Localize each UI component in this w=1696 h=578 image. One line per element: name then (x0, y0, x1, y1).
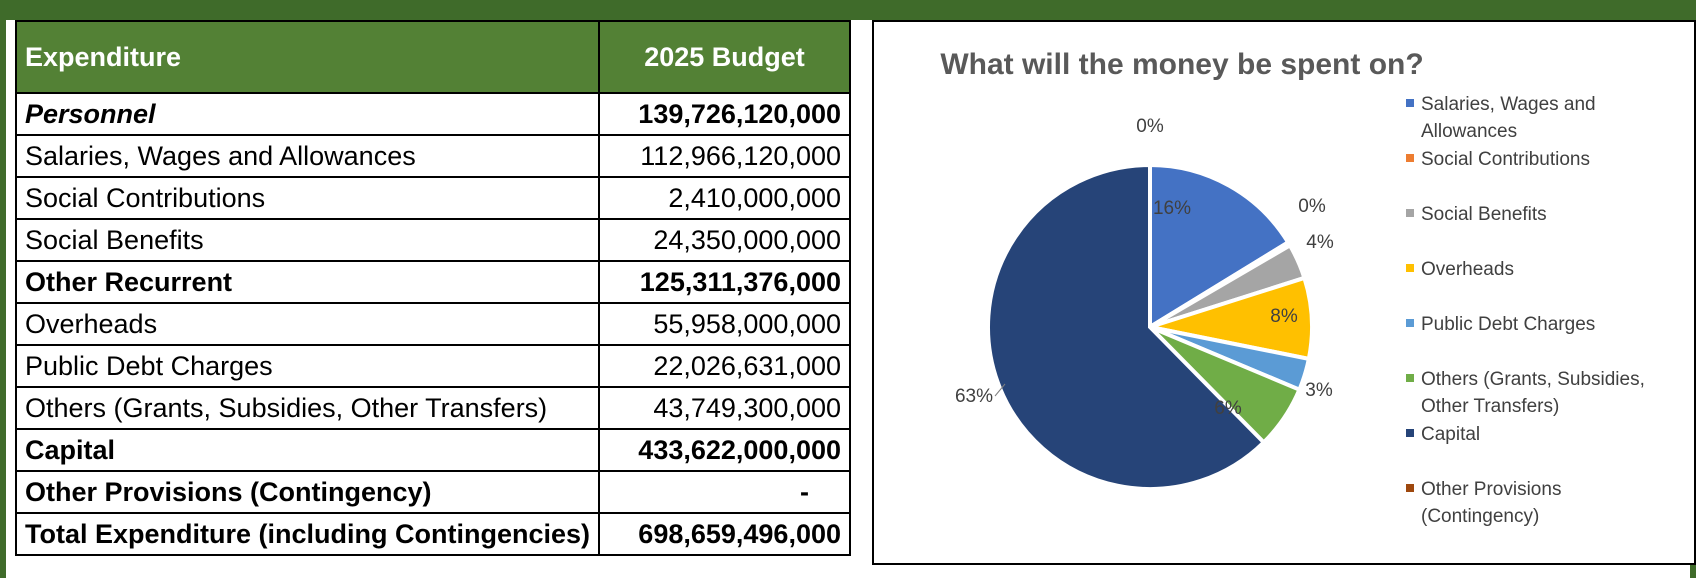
data-label: 8% (1270, 306, 1298, 327)
row-label: Capital (14, 428, 601, 472)
legend-label: Allowances (1421, 121, 1517, 142)
table-body: Personnel 139,726,120,000 Salaries, Wages … (14, 92, 851, 556)
data-label: 4% (1306, 232, 1334, 253)
pie-slice (986, 162, 1267, 491)
table-row: Social Benefits 24,350,000,000 (14, 218, 851, 262)
legend-swatch (1406, 429, 1414, 437)
header-expenditure: Expenditure (14, 20, 601, 94)
legend-label: Overheads (1421, 259, 1514, 280)
row-label: Others (Grants, Subsidies, Other Transfe… (14, 386, 601, 430)
row-label: Other Provisions (Contingency) (14, 470, 601, 514)
table-row: Other Recurrent 125,311,376,000 (14, 260, 851, 304)
data-label: 0% (1136, 116, 1164, 137)
chart-panel: What will the money be spent on? 16% 0% 4% 8… (872, 20, 1696, 565)
budget-table: Expenditure 2025 Budget Personnel 139,726… (14, 20, 851, 556)
legend-swatch (1406, 264, 1414, 272)
pie-slice (1148, 162, 1291, 331)
legend-label: Social Contributions (1421, 149, 1590, 170)
table-header-row: Expenditure 2025 Budget (14, 20, 851, 94)
data-label: 0% (1298, 196, 1326, 217)
table-row: Capital 433,622,000,000 (14, 428, 851, 472)
legend-swatch (1406, 374, 1414, 382)
row-amount: - (598, 470, 851, 514)
chart-title: What will the money be spent on? (940, 48, 1423, 81)
row-label: Social Contributions (14, 176, 601, 220)
table-row: Other Provisions (Contingency) - (14, 470, 851, 514)
table-row: Personnel 139,726,120,000 (14, 92, 851, 136)
row-amount: 24,350,000,000 (598, 218, 851, 262)
row-label: Public Debt Charges (14, 344, 601, 388)
table-row: Others (Grants, Subsidies, Other Transfe… (14, 386, 851, 430)
table-row: Public Debt Charges 22,026,631,000 (14, 344, 851, 388)
row-amount: 125,311,376,000 (598, 260, 851, 304)
legend-swatch (1406, 319, 1414, 327)
table-row: Total Expenditure (including Contingenci… (14, 512, 851, 556)
table-row: Social Contributions 2,410,000,000 (14, 176, 851, 220)
legend-label: Other Transfers) (1421, 396, 1559, 417)
legend-label: Others (Grants, Subsidies, (1421, 369, 1645, 390)
legend-swatch (1406, 99, 1414, 107)
row-label: Overheads (14, 302, 601, 346)
row-amount: 43,749,300,000 (598, 386, 851, 430)
header-budget: 2025 Budget (598, 20, 851, 94)
data-label: 63% (955, 386, 993, 407)
data-label: 6% (1214, 398, 1242, 419)
row-amount: 112,966,120,000 (598, 134, 851, 178)
row-label: Social Benefits (14, 218, 601, 262)
data-label: 16% (1153, 198, 1191, 219)
row-label: Other Recurrent (14, 260, 601, 304)
legend-swatch (1406, 484, 1414, 492)
leader-line (994, 383, 1006, 397)
row-label: Personnel (14, 92, 601, 136)
legend-label: (Contingency) (1421, 506, 1539, 527)
legend-label: Social Benefits (1421, 204, 1547, 225)
top-frame-bar (0, 0, 1696, 20)
row-amount: 139,726,120,000 (598, 92, 851, 136)
row-amount: 2,410,000,000 (598, 176, 851, 220)
row-label: Salaries, Wages and Allowances (14, 134, 601, 178)
row-label: Total Expenditure (including Contingenci… (14, 512, 601, 556)
pie-chart: What will the money be spent on? 16% 0% 4% 8… (940, 48, 1645, 527)
row-amount: 698,659,496,000 (598, 512, 851, 556)
legend-swatch (1406, 154, 1414, 162)
legend-label: Salaries, Wages and (1421, 94, 1596, 115)
legend-swatch (1406, 209, 1414, 217)
legend-label: Public Debt Charges (1421, 314, 1595, 335)
legend-label: Capital (1421, 424, 1480, 445)
legend-label: Other Provisions (1421, 479, 1561, 500)
row-amount: 55,958,000,000 (598, 302, 851, 346)
table-row: Overheads 55,958,000,000 (14, 302, 851, 346)
row-amount: 433,622,000,000 (598, 428, 851, 472)
row-amount: 22,026,631,000 (598, 344, 851, 388)
data-label: 3% (1305, 380, 1333, 401)
table-row: Salaries, Wages and Allowances 112,966,12… (14, 134, 851, 178)
left-frame-bar (0, 0, 6, 578)
